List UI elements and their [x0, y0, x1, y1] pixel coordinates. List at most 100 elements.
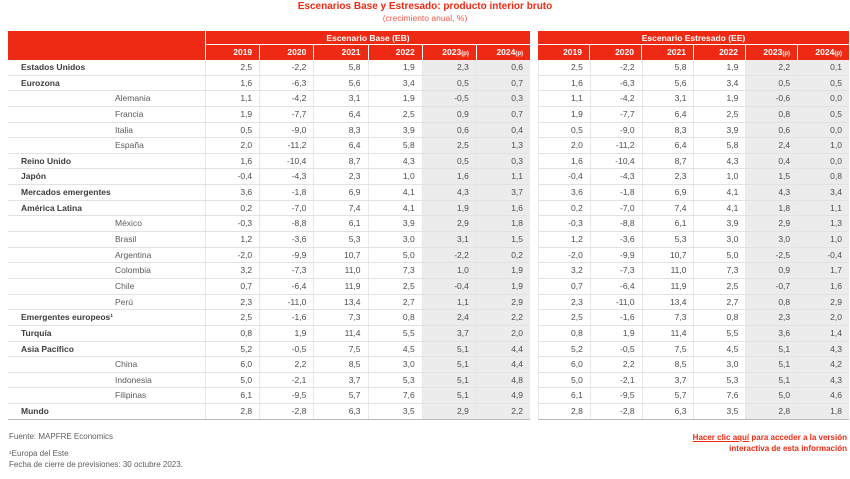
- gdp-value: 4,6: [797, 388, 849, 404]
- interactive-version-link-line2: interactiva de esta información: [729, 443, 847, 453]
- year-column-header: 2020: [259, 45, 313, 60]
- table-gutter: [530, 326, 538, 342]
- gdp-value: 5,1: [421, 372, 476, 388]
- gdp-value: 5,3: [367, 372, 422, 388]
- table-row: Francia 1,9 -7,7 6,4 2,5 0,9 0,7 1,9 -7,7 6,4 2,5 0…: [8, 106, 849, 123]
- stressed-year-row: 2019 2020 2021 2022 2023(p) 2024(p): [538, 45, 849, 60]
- gdp-value: 1,6: [538, 153, 590, 169]
- gdp-value: -0,4: [205, 169, 259, 185]
- gdp-value: -9,5: [589, 388, 642, 404]
- table-gutter: [530, 216, 538, 232]
- gdp-value: 1,1: [421, 294, 476, 310]
- interactive-version-link[interactable]: Hacer clic aquí para acceder a la versió…: [693, 433, 847, 454]
- gdp-value: 7,5: [641, 341, 694, 357]
- gdp-value: 1,9: [589, 325, 642, 341]
- stressed-scenario-header: Escenario Estresado (EE) 2019 2020 2021 202…: [538, 31, 849, 60]
- gdp-value: 1,3: [475, 138, 531, 153]
- stressed-values: 0,7 -6,4 11,9 2,5 -0,7 1,6: [538, 278, 849, 295]
- gdp-value: 8,5: [313, 357, 367, 372]
- stressed-values: 6,0 2,2 8,5 3,0 5,1 4,2: [538, 357, 849, 373]
- year-column-header: 2024(p): [797, 45, 849, 60]
- gdp-value: 5,2: [205, 341, 259, 357]
- gdp-value: 3,5: [693, 404, 745, 419]
- gdp-value: 2,9: [797, 294, 849, 310]
- table-gutter: [530, 388, 538, 404]
- gdp-value: 4,5: [693, 341, 745, 357]
- gdp-value: 6,1: [538, 388, 590, 404]
- row-label: Emergentes europeos¹: [8, 310, 205, 326]
- gdp-value: 1,6: [205, 75, 259, 91]
- gdp-value: 4,1: [693, 185, 745, 200]
- row-label: Estados Unidos: [8, 60, 205, 76]
- link-action-text[interactable]: Hacer clic aquí: [692, 433, 750, 442]
- stressed-values: 1,9 -7,7 6,4 2,5 0,8 0,5: [538, 106, 849, 123]
- gdp-value: 0,8: [693, 310, 745, 325]
- gdp-value: 0,0: [797, 91, 849, 106]
- gdp-value: -11,2: [259, 138, 313, 153]
- gdp-value: -7,7: [259, 106, 313, 122]
- gdp-value: 3,9: [693, 122, 745, 138]
- stressed-values: 1,6 -10,4 8,7 4,3 0,4 0,0: [538, 153, 849, 170]
- gdp-value: 4,3: [797, 372, 849, 388]
- gdp-value: 0,2: [475, 247, 531, 263]
- row-label: Chile: [8, 279, 205, 295]
- gdp-value: 6,3: [313, 404, 367, 419]
- gdp-value: -7,3: [589, 263, 642, 278]
- gdp-value: 0,7: [205, 278, 259, 294]
- row-label: Asia Pacífico: [8, 342, 205, 358]
- gdp-value: 2,2: [745, 60, 798, 75]
- stressed-values: 2,5 -2,2 5,8 1,9 2,2 0,1: [538, 60, 849, 76]
- base-scenario-title: Escenario Base (EB): [205, 31, 530, 45]
- gdp-value: 0,8: [745, 106, 798, 122]
- base-values: 1,2 -3,6 5,3 3,0 3,1 1,5: [205, 232, 531, 248]
- interactive-version-link-line1[interactable]: Hacer clic aquí para acceder a la versió…: [693, 433, 847, 444]
- gdp-value: -1,8: [259, 185, 313, 200]
- gdp-value: 1,0: [797, 232, 849, 247]
- gdp-value: 3,5: [367, 404, 422, 419]
- gdp-value: 3,0: [367, 232, 422, 247]
- table-body: Estados Unidos 2,5 -2,2 5,8 1,9 2,3 0,6 2,5 -2,2…: [8, 60, 849, 420]
- table-gutter: [530, 138, 538, 154]
- gdp-value: 4,1: [367, 200, 422, 216]
- row-label: Turquía: [8, 326, 205, 342]
- gdp-value: 2,3: [538, 294, 590, 310]
- gdp-value: 11,4: [313, 325, 367, 341]
- gdp-value: 2,9: [745, 216, 798, 232]
- gdp-value: 10,7: [313, 247, 367, 263]
- gdp-value: 7,3: [693, 263, 745, 278]
- base-values: 0,8 1,9 11,4 5,5 3,7 2,0: [205, 325, 531, 342]
- table-gutter: [530, 169, 538, 185]
- gdp-value: 2,3: [641, 169, 694, 185]
- stressed-values: -0,3 -8,8 6,1 3,9 2,9 1,3: [538, 216, 849, 233]
- base-values: 2,5 -1,6 7,3 0,8 2,4 2,2: [205, 310, 531, 326]
- gdp-value: 2,7: [693, 294, 745, 310]
- gdp-value: 1,9: [421, 200, 476, 216]
- table-row: Chile 0,7 -6,4 11,9 2,5 -0,4 1,9 0,7 -6,4 11,9 2,5…: [8, 278, 849, 295]
- gdp-value: 6,0: [538, 357, 590, 372]
- row-label: Japón: [8, 169, 205, 186]
- table-row: Alemania 1,1 -4,2 3,1 1,9 -0,5 0,3 1,1 -4,2 3,1 1,…: [8, 91, 849, 107]
- table-row: Mercados emergentes 3,6 -1,8 6,9 4,1 4,3 3,7 3,…: [8, 185, 849, 201]
- gdp-value: 0,9: [421, 106, 476, 122]
- gdp-value: 2,9: [421, 216, 476, 232]
- gdp-value: 1,9: [475, 278, 531, 294]
- stressed-values: 0,5 -9,0 8,3 3,9 0,6 0,0: [538, 122, 849, 139]
- row-label: Reino Unido: [8, 154, 205, 170]
- gdp-value: 5,0: [538, 372, 590, 388]
- gdp-value: -0,6: [745, 91, 798, 106]
- gdp-value: 5,1: [745, 341, 798, 357]
- table-gutter: [530, 185, 538, 201]
- table-row: Japón -0,4 -4,3 2,3 1,0 1,6 1,1 -0,4 -4,3 2,3 1,0 1…: [8, 169, 849, 186]
- gdp-value: 1,0: [367, 169, 422, 185]
- row-label: Mundo: [8, 404, 205, 420]
- gdp-value: 0,7: [475, 106, 531, 122]
- gdp-value: 6,0: [205, 357, 259, 372]
- table-row: Reino Unido 1,6 -10,4 8,7 4,3 0,5 0,3 1,6 -10,4 8…: [8, 153, 849, 170]
- base-values: 2,0 -11,2 6,4 5,8 2,5 1,3: [205, 138, 531, 154]
- gdp-value: 7,3: [367, 263, 422, 278]
- row-label: China: [8, 357, 205, 373]
- gdp-value: 6,9: [313, 185, 367, 200]
- table-row: Emergentes europeos¹ 2,5 -1,6 7,3 0,8 2,4 2,2 2…: [8, 310, 849, 326]
- gdp-value: -9,5: [259, 388, 313, 404]
- year-column-header: 2021: [313, 45, 367, 60]
